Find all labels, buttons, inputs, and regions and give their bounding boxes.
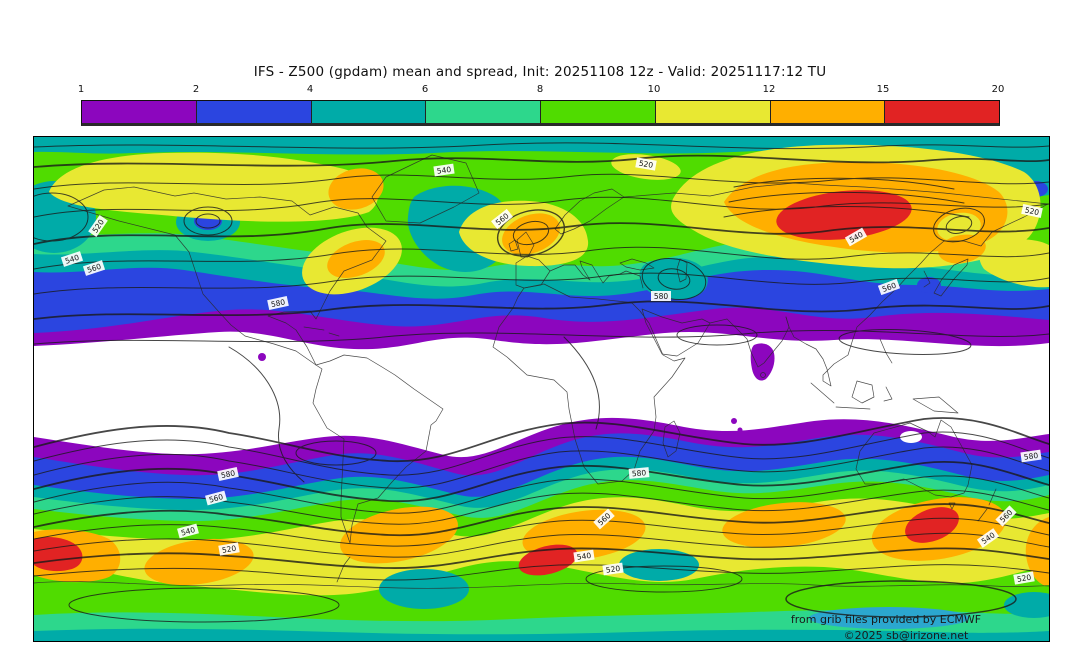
contour-label: 580 — [1023, 451, 1039, 462]
attribution-source: from grib files provided by ECMWF — [791, 613, 981, 626]
colorbar-segment — [311, 101, 427, 123]
weather-map-svg: 540 520 560 540 520 560 580 540 560 580 … — [34, 137, 1049, 641]
contour-label: 580 — [631, 468, 646, 478]
attribution-copyright: ©2025 sb@irizone.net — [844, 629, 969, 641]
spread-fill-south — [34, 417, 1049, 641]
colorbar-tick: 12 — [762, 84, 776, 95]
spread-fill-north — [34, 137, 1049, 350]
colorbar-tick: 10 — [647, 84, 661, 95]
contour-label: 540 — [180, 525, 196, 537]
colorbar-tick-labels: 1 2 4 6 8 10 12 15 20 — [77, 84, 1005, 98]
contour-label: 560 — [86, 262, 103, 275]
colorbar: 1 2 4 6 8 10 12 15 20 — [77, 84, 1005, 126]
colorbar-segment — [82, 101, 197, 123]
colorbar-tick: 1 — [77, 84, 85, 95]
contour-label: 540 — [64, 253, 81, 266]
contour-label: 580 — [220, 468, 236, 480]
chart-title: IFS - Z500 (gpdam) mean and spread, Init… — [253, 64, 827, 80]
colorbar-tick: 2 — [192, 84, 200, 95]
contour-label: 520 — [1016, 573, 1032, 584]
contour-labels: 540 520 560 540 520 560 580 540 560 580 … — [60, 157, 1043, 585]
weather-map: 540 520 560 540 520 560 580 540 560 580 … — [33, 136, 1050, 642]
contour-label: 580 — [270, 297, 286, 309]
colorbar-segment — [541, 101, 656, 123]
colorbar-segment — [426, 101, 541, 123]
colorbar-tick: 15 — [876, 84, 890, 95]
colorbar-tick: 4 — [306, 84, 314, 95]
contour-label: 520 — [605, 564, 621, 575]
contour-lines — [34, 142, 1049, 623]
colorbar-segment — [770, 101, 886, 123]
contour-label: 540 — [436, 165, 452, 176]
contour-label: 520 — [638, 159, 654, 170]
colorbar-tick: 8 — [536, 84, 544, 95]
colorbar-segment — [196, 101, 312, 123]
colorbar-tick: 20 — [991, 84, 1005, 95]
contour-label: 580 — [654, 292, 669, 301]
contour-label: 560 — [208, 492, 224, 504]
contour-label: 520 — [221, 544, 237, 555]
colorbar-segment — [655, 101, 771, 123]
spread-fill-tropics — [258, 343, 775, 433]
contour-label: 540 — [576, 551, 592, 562]
colorbar-tick: 6 — [421, 84, 429, 95]
contour-label: 520 — [1024, 205, 1040, 217]
colorbar-bar — [81, 100, 1000, 126]
colorbar-segment — [885, 101, 999, 123]
